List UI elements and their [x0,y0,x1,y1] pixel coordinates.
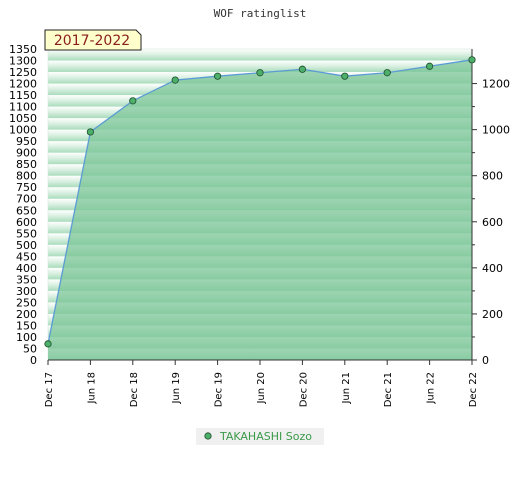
left-tick-label: 450 [16,250,37,263]
right-tick-label: 600 [482,216,503,229]
x-tick-label: Jun 21 [341,372,352,405]
data-point [214,72,222,80]
data-point [341,72,349,80]
left-tick-label: 50 [23,342,37,355]
data-point [425,62,434,70]
right-tick-label: 1000 [482,124,510,137]
left-tick-label: 1100 [9,101,37,114]
data-point [86,128,95,136]
left-tick-label: 1050 [9,112,37,125]
left-tick-label: 550 [16,227,37,240]
period-label: 2017-2022 [54,33,130,49]
left-tick-label: 700 [16,193,37,206]
left-tick-label: 850 [16,158,37,171]
x-tick-label: Dec 19 [214,372,225,407]
left-tick-label: 0 [30,354,37,367]
x-tick-label: Dec 21 [383,372,394,407]
left-tick-label: 600 [16,216,37,229]
left-tick-label: 650 [16,204,37,217]
left-tick-label: 1200 [9,78,37,91]
data-point [256,69,264,77]
x-tick-label: Jun 18 [86,372,97,405]
x-tick-label: Jun 19 [171,372,182,405]
right-tick-label: 400 [482,262,503,275]
left-tick-label: 1250 [9,66,37,79]
left-tick-label: 800 [16,170,37,183]
x-tick-label: Dec 18 [129,372,140,407]
left-tick-label: 300 [16,285,37,298]
left-tick-label: 900 [16,147,37,160]
legend-series-name: TAKAHASHI Sozo [219,430,312,443]
left-tick-label: 750 [16,181,37,194]
x-tick-label: Dec 22 [468,372,479,407]
left-tick-label: 150 [16,319,37,332]
left-tick-label: 1000 [9,124,37,137]
x-tick-label: Jun 22 [426,372,437,405]
left-tick-label: 350 [16,273,37,286]
left-tick-label: 1150 [9,89,37,102]
data-point [468,56,476,64]
grid-band [48,49,472,61]
data-points [44,56,476,348]
data-point [298,65,306,73]
chart-title: WOF ratinglist [214,7,307,20]
left-tick-label: 250 [16,296,37,309]
left-tick-label: 100 [16,331,37,344]
x-tick-label: Dec 17 [44,372,55,407]
left-tick-label: 500 [16,239,37,252]
data-point [171,76,179,84]
left-tick-label: 400 [16,262,37,275]
legend-marker [204,432,212,440]
data-point [44,340,52,348]
period-badge: 2017-2022 [44,29,142,51]
right-tick-label: 0 [482,354,489,367]
x-axis: Dec 17 Jun 18 Dec 18 Jun 19 Dec 19 Jun 20 Dec … [44,359,479,407]
left-tick-label: 1350 [9,43,37,56]
x-tick-label: Jun 20 [256,372,267,405]
right-tick-label: 800 [482,170,503,183]
x-tick-label: Dec 20 [298,372,309,407]
legend: TAKAHASHI Sozo [196,428,324,445]
rating-area [48,59,472,361]
data-point [129,97,137,105]
right-y-axis: 0 200 400 600 800 1000 1200 [471,49,510,367]
left-tick-label: 200 [16,308,37,321]
left-tick-label: 950 [16,135,37,148]
left-tick-label: 1300 [9,55,37,68]
left-y-axis: 0501001502002503003504004505005506006507… [9,43,37,367]
right-tick-label: 200 [482,308,503,321]
right-tick-label: 1200 [482,78,510,91]
grid-band [48,60,472,73]
data-point [383,69,391,77]
